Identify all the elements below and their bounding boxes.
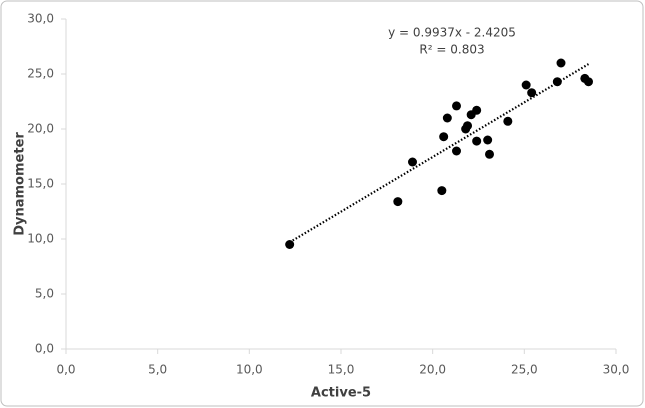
point	[485, 149, 494, 159]
x-axis-title: Active-5	[311, 386, 371, 401]
y-tick-label: 30,0	[27, 12, 54, 26]
point	[556, 58, 566, 68]
point	[472, 136, 482, 146]
y-tick-label: 20,0	[27, 122, 54, 136]
point	[463, 121, 472, 131]
point	[552, 77, 562, 87]
point	[483, 135, 493, 145]
y-axis-title: Dynamometer	[13, 132, 28, 236]
point	[472, 105, 482, 115]
y-tick-label: 10,0	[27, 232, 54, 246]
x-tick-label: 20,0	[419, 363, 446, 377]
x-tick-label: 30,0	[603, 363, 630, 377]
point	[584, 77, 593, 87]
point	[452, 101, 461, 111]
y-tick-label: 15,0	[27, 177, 54, 191]
point	[437, 186, 447, 196]
point	[452, 146, 461, 156]
x-tick-label: 10,0	[236, 363, 263, 377]
y-tick-label: 5,0	[35, 287, 54, 301]
point	[442, 113, 452, 123]
x-tick-label: 25,0	[511, 363, 538, 377]
point	[408, 157, 417, 167]
point	[393, 197, 403, 207]
x-tick-label: 15,0	[328, 363, 355, 377]
point	[439, 132, 449, 142]
trendline-equation: y = 0.9937x - 2.4205	[388, 26, 516, 40]
point	[521, 80, 531, 90]
point	[503, 116, 513, 126]
y-tick-label: 25,0	[27, 67, 54, 81]
x-tick-label: 5,0	[148, 363, 167, 377]
x-tick-label: 0,0	[56, 363, 75, 377]
y-tick-label: 0,0	[35, 342, 54, 356]
trendline-r2: R² = 0.803	[419, 43, 484, 57]
point	[527, 88, 537, 98]
point	[285, 240, 295, 249]
